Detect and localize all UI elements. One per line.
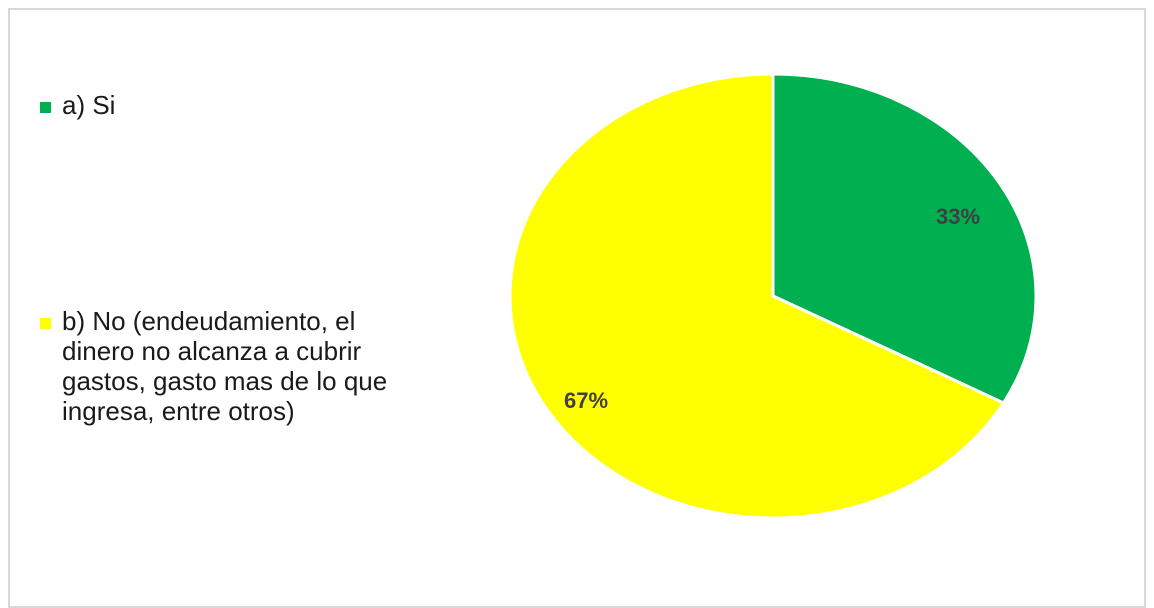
- data-label-si: 33%: [936, 204, 980, 229]
- legend-label-si: a) Si: [62, 90, 116, 120]
- data-label-no: 67%: [564, 388, 608, 413]
- pie-slices: [508, 72, 1038, 520]
- pie-slice-no: [508, 72, 1006, 520]
- legend-item-si: a) Si: [40, 90, 392, 120]
- legend-label-no: b) No (endeudamiento, el dinero no alcan…: [62, 306, 388, 426]
- legend-marker-si: [40, 102, 51, 113]
- legend-item-no: b) No (endeudamiento, el dinero no alcan…: [40, 306, 392, 426]
- pie-chart: 33% 67%: [508, 72, 1038, 520]
- legend-marker-no: [40, 318, 51, 329]
- pie-slice-si: [771, 72, 1038, 405]
- pie-labels: 33% 67%: [564, 204, 980, 413]
